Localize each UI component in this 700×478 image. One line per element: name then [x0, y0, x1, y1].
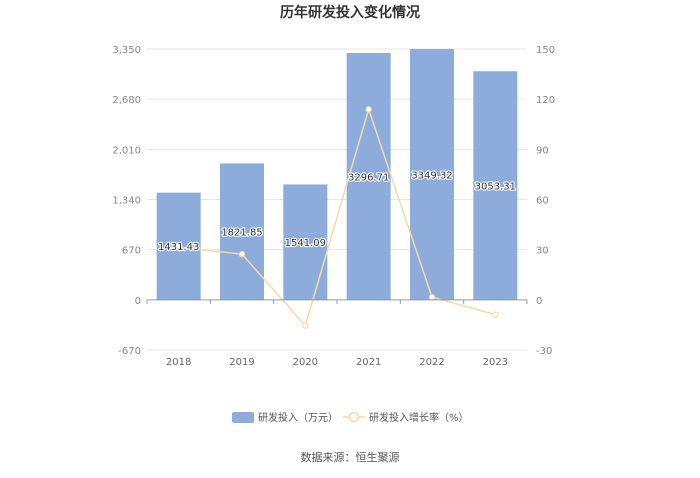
x-tick-label: 2021: [356, 357, 381, 368]
x-tick-label: 2022: [419, 357, 444, 368]
bar-data-label: 1821.85: [221, 228, 262, 239]
y-left-tick-label: 2,680: [112, 95, 141, 106]
axis-layer: -670 0 670 1,340 2,010 2,680 3,350 -30 0 30 60 90 12…: [112, 45, 555, 368]
legend-line-marker: [348, 411, 360, 423]
x-tick-label: 2023: [483, 357, 508, 368]
bar-data-label: 1541.09: [285, 238, 326, 249]
legend: 研发投入（万元） 研发投入增长率（%）: [232, 411, 469, 424]
bar: [473, 71, 518, 300]
bar-data-label: 1431.43: [158, 242, 199, 253]
y-left-tick-label: 3,350: [112, 45, 141, 56]
x-tick-label: 2020: [293, 357, 318, 368]
y-right-tick-label: 120: [536, 95, 555, 106]
source-text: 数据来源：恒生聚源: [301, 450, 400, 464]
bar-data-label: 3296.71: [348, 172, 389, 183]
y-left-tick-label: 2,010: [112, 145, 141, 156]
growth-point: [492, 311, 499, 318]
bar: [283, 184, 328, 300]
bar: [220, 163, 264, 300]
y-right-tick-label: 150: [536, 45, 555, 56]
y-left-tick-label: 670: [122, 246, 141, 257]
bar: [410, 49, 454, 300]
legend-bar-swatch: [232, 412, 254, 423]
chart-title: 历年研发投入变化情况: [280, 4, 420, 21]
growth-point: [238, 250, 246, 258]
growth-point: [302, 322, 309, 329]
bar-data-label: 3053.31: [475, 182, 516, 193]
growth-point: [365, 106, 372, 113]
bar-layer: [156, 49, 518, 300]
y-left-tick-label: 0: [135, 296, 141, 307]
bar-data-label: 3349.32: [411, 170, 452, 181]
y-right-tick-label: -30: [536, 346, 552, 357]
y-right-tick-label: 60: [536, 196, 549, 207]
legend-bar-label: 研发投入（万元）: [258, 411, 338, 424]
y-right-tick-label: 30: [536, 246, 549, 257]
x-tick-label: 2018: [166, 357, 191, 368]
x-tick-label: 2019: [229, 357, 254, 368]
growth-point: [428, 293, 436, 301]
y-left-tick-label: 1,340: [112, 196, 141, 207]
grid-layer: [147, 48, 527, 351]
y-right-tick-label: 0: [536, 296, 542, 307]
growth-point: [175, 243, 182, 251]
legend-line-label: 研发投入增长率（%）: [369, 411, 469, 424]
bar: [346, 52, 391, 300]
label-layer: 1431.43 1821.85 1541.09 3296.71 3349.32 3053.…: [157, 169, 517, 254]
y-left-tick-label: -670: [118, 346, 141, 357]
y-right-tick-label: 90: [536, 145, 549, 156]
